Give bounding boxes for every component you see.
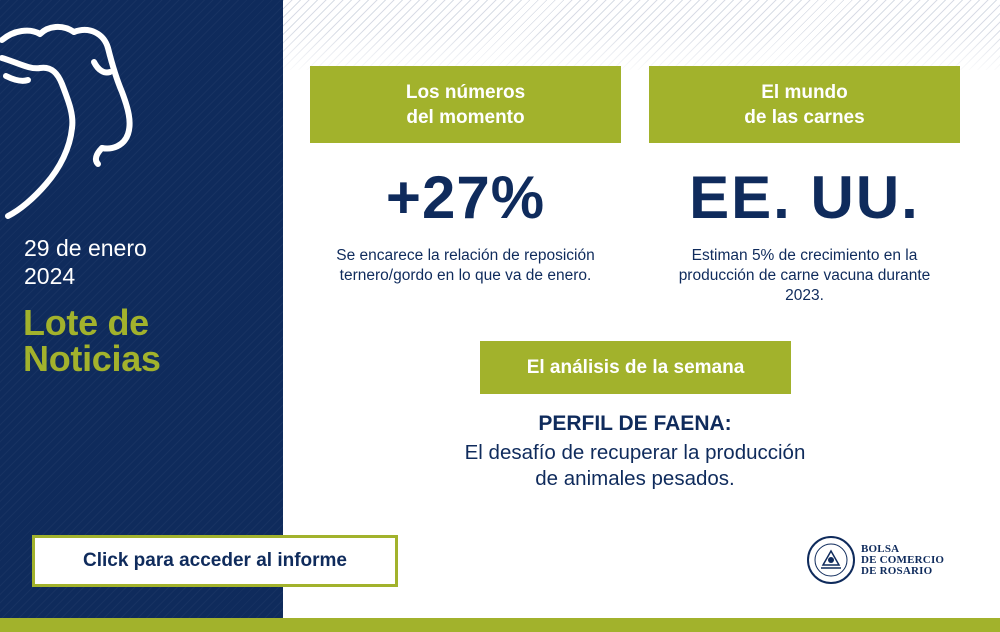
- analisis-text: El desafío de recuperar la producción de…: [400, 440, 870, 492]
- bcr-name: BOLSA DE COMERCIO DE ROSARIO: [861, 544, 971, 577]
- numeros-heading-line-1: Los números: [405, 81, 526, 103]
- numeros-heading-line-2: del momento: [406, 106, 525, 128]
- bcr-name-line-2: DE COMERCIO: [861, 554, 945, 566]
- newsletter-title: Lote de Noticias: [23, 305, 273, 377]
- numeros-value: +27%: [385, 164, 546, 231]
- date-text: 29 de enero 2024: [24, 234, 264, 290]
- bottom-accent-bar: [0, 618, 1000, 632]
- analisis-heading-box: El análisis de la semana: [480, 341, 791, 394]
- date-line-day: 29 de enero: [24, 235, 147, 261]
- title-line-2: Noticias: [23, 338, 161, 379]
- mundo-description: Estiman 5% de crecimiento en la producci…: [645, 246, 964, 306]
- mundo-desc-line-1: Estiman 5% de crecimiento en la: [691, 247, 918, 264]
- mundo-heading-line-1: El mundo: [761, 81, 848, 103]
- bcr-name-line-3: DE ROSARIO: [861, 565, 933, 577]
- numeros-desc-line-2: ternero/gordo en lo que va de enero.: [339, 267, 592, 284]
- mundo-heading-line-2: de las carnes: [744, 106, 865, 128]
- mundo-desc-line-3: 2023.: [785, 287, 824, 304]
- analisis-title: PERFIL DE FAENA:: [538, 412, 732, 435]
- analisis-text-line-2: de animales pesados.: [535, 467, 735, 490]
- analisis-label: El análisis de la semana: [526, 356, 745, 378]
- title-line-1: Lote de: [23, 302, 149, 343]
- bcr-logo: BOLSA DE COMERCIO DE ROSARIO: [806, 535, 966, 587]
- analisis-text-line-1: El desafío de recuperar la producción: [464, 441, 806, 464]
- numeros-heading-box: Los números del momento: [310, 66, 621, 143]
- mundo-desc-line-2: producción de carne vacuna durante: [678, 267, 931, 284]
- access-report-button[interactable]: Click para acceder al informe: [32, 535, 398, 587]
- bcr-seal-icon: [807, 536, 855, 584]
- numeros-description: Se encarece la relación de reposición te…: [305, 246, 626, 286]
- mundo-heading-box: El mundo de las carnes: [649, 66, 960, 143]
- date-line-year: 2024: [24, 263, 76, 289]
- bcr-name-line-1: BOLSA: [861, 543, 900, 555]
- cow-head-icon: [0, 24, 133, 219]
- numeros-desc-line-1: Se encarece la relación de reposición: [336, 247, 595, 264]
- left-panel: 29 de enero 2024 Lote de Noticias: [0, 0, 283, 618]
- mundo-value: EE. UU.: [689, 164, 920, 231]
